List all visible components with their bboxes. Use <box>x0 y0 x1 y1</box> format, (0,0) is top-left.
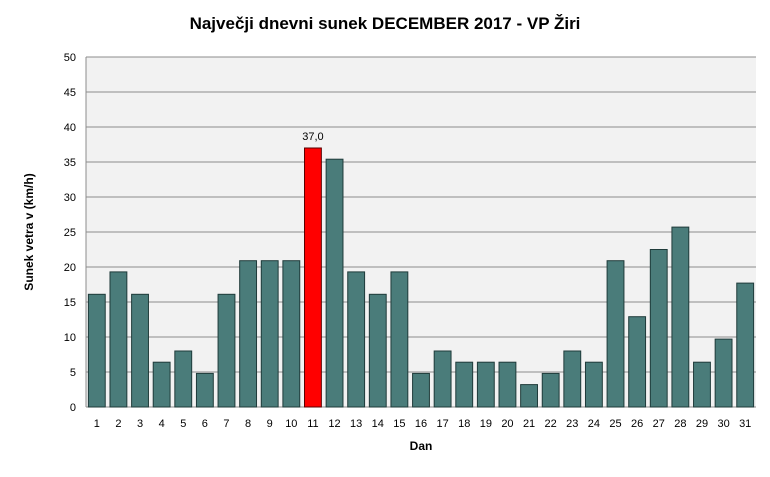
gridlines <box>85 56 756 408</box>
x-tick-label: 5 <box>180 418 186 430</box>
bar <box>412 372 430 408</box>
bar <box>498 361 517 408</box>
x-tick-label: 22 <box>545 418 557 430</box>
bar <box>282 260 301 408</box>
x-tick-label: 27 <box>653 418 665 430</box>
x-tick-label: 29 <box>696 418 708 430</box>
bar <box>390 271 409 408</box>
x-tick-label: 10 <box>285 418 297 430</box>
x-tick-label: 12 <box>328 418 340 430</box>
bar <box>714 338 733 408</box>
x-tick-label: 23 <box>566 418 578 430</box>
bar <box>217 293 236 408</box>
chart-title: Največji dnevni sunek DECEMBER 2017 - VP… <box>190 14 581 33</box>
y-tick-label: 25 <box>64 227 76 239</box>
y-tick-label: 10 <box>64 332 76 344</box>
x-tick-label: 19 <box>480 418 492 430</box>
y-axis-label: Sunek vetra v (km/h) <box>22 173 36 290</box>
x-tick-label: 28 <box>674 418 686 430</box>
bar <box>693 361 711 408</box>
bar-highlight <box>304 147 322 408</box>
x-tick-label: 7 <box>223 418 229 430</box>
x-tick-label: 24 <box>588 418 600 430</box>
bar <box>563 350 582 408</box>
bar <box>195 372 214 408</box>
bar <box>628 316 647 408</box>
y-tick-labels: 0 5 10 15 20 25 30 35 40 45 50 <box>64 52 76 414</box>
x-tick-label: 16 <box>415 418 427 430</box>
y-tick-label: 20 <box>64 262 76 274</box>
x-tick-label: 9 <box>267 418 273 430</box>
x-tick-label: 26 <box>631 418 643 430</box>
x-tick-label: 25 <box>609 418 621 430</box>
x-tick-label: 1 <box>94 418 100 430</box>
y-tick-label: 15 <box>64 297 76 309</box>
data-label: 37,0 <box>302 131 323 143</box>
bar <box>239 260 258 408</box>
bar <box>455 361 474 408</box>
bar <box>260 260 279 408</box>
x-tick-label: 6 <box>202 418 208 430</box>
y-tick-label: 40 <box>64 122 76 134</box>
bar <box>520 384 538 408</box>
bars <box>87 147 755 408</box>
bar <box>131 293 149 408</box>
x-tick-label: 8 <box>245 418 251 430</box>
bar <box>87 293 106 408</box>
bar <box>671 226 690 408</box>
x-axis-label: Dan <box>410 439 433 453</box>
bar <box>109 271 128 408</box>
x-tick-label: 3 <box>137 418 143 430</box>
x-tick-label: 17 <box>436 418 448 430</box>
x-tick-label: 18 <box>458 418 470 430</box>
x-tick-label: 15 <box>393 418 405 430</box>
x-tick-label: 13 <box>350 418 362 430</box>
y-tick-label: 30 <box>64 192 76 204</box>
bar <box>476 361 495 408</box>
x-tick-label: 4 <box>159 418 165 430</box>
bar <box>606 260 625 408</box>
bar <box>174 350 193 408</box>
x-tick-label: 14 <box>372 418 384 430</box>
x-tick-label: 30 <box>717 418 729 430</box>
x-tick-labels: 1 2 3 4 5 6 7 8 9 10 11 12 13 14 15 16 17 18 19 20 21 22 23 24 2… <box>94 418 752 430</box>
y-tick-label: 0 <box>70 402 76 414</box>
bar <box>368 293 387 408</box>
x-tick-label: 21 <box>523 418 535 430</box>
y-tick-label: 35 <box>64 157 76 169</box>
bar <box>152 361 171 408</box>
x-tick-label: 31 <box>739 418 751 430</box>
bar <box>433 350 452 408</box>
bar <box>541 372 560 408</box>
x-tick-label: 2 <box>115 418 121 430</box>
y-tick-label: 5 <box>70 367 76 379</box>
y-tick-label: 45 <box>64 87 76 99</box>
data-labels: 37,0 <box>302 131 323 143</box>
bar <box>736 282 755 408</box>
bar <box>584 361 603 408</box>
x-tick-label: 11 <box>307 418 318 430</box>
bar <box>325 158 344 408</box>
bar <box>347 271 366 408</box>
bar <box>649 249 668 408</box>
y-tick-label: 50 <box>64 52 76 64</box>
x-tick-label: 20 <box>501 418 513 430</box>
